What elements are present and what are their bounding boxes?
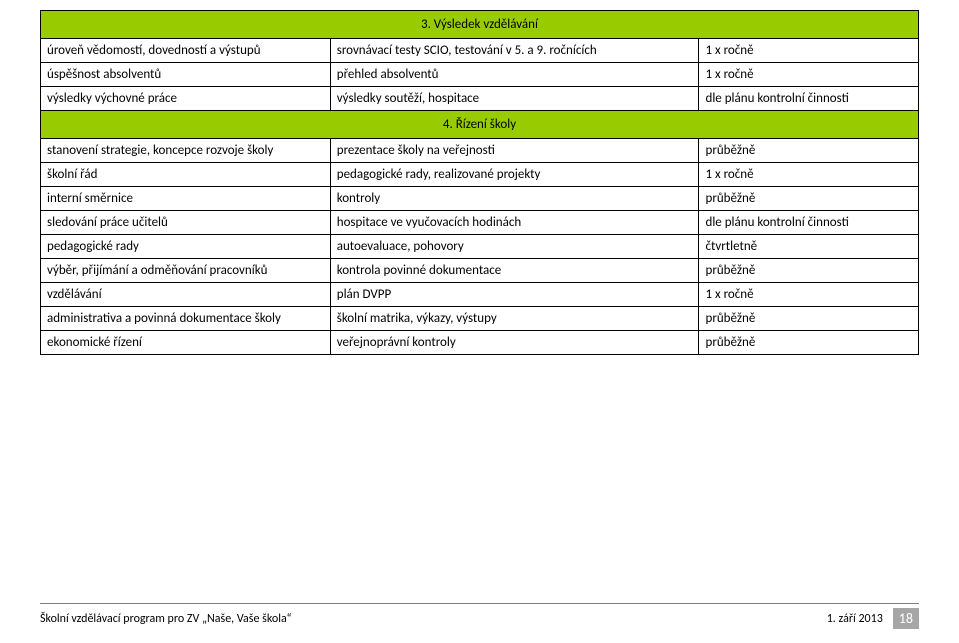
table-row: vzděláváníplán DVPP1 x ročně	[41, 283, 919, 307]
table-row: sledování práce učitelůhospitace ve vyuč…	[41, 211, 919, 235]
table-cell: školní řád	[41, 163, 331, 187]
table-row: úroveň vědomostí, dovedností a výstupůsr…	[41, 39, 919, 63]
table-row: stanovení strategie, koncepce rozvoje šk…	[41, 139, 919, 163]
table-row: administrativa a povinná dokumentace ško…	[41, 307, 919, 331]
table-cell: hospitace ve vyučovacích hodinách	[330, 211, 699, 235]
table-row: výsledky výchovné prácevýsledky soutěží,…	[41, 87, 919, 111]
section-header-cell: 3. Výsledek vzdělávání	[41, 11, 919, 39]
table-cell: průběžně	[699, 187, 919, 211]
table-cell: pedagogické rady	[41, 235, 331, 259]
table-cell: sledování práce učitelů	[41, 211, 331, 235]
table-cell: vzdělávání	[41, 283, 331, 307]
table-cell: 1 x ročně	[699, 163, 919, 187]
footer-right: 1. září 2013 18	[827, 608, 919, 629]
table-cell: ekonomické řízení	[41, 331, 331, 355]
footer-date: 1. září 2013	[827, 612, 883, 626]
table-row: školní řádpedagogické rady, realizované …	[41, 163, 919, 187]
table-cell: výsledky soutěží, hospitace	[330, 87, 699, 111]
footer-left-text: Školní vzdělávací program pro ZV „Naše, …	[40, 612, 292, 626]
table-cell: srovnávací testy SCIO, testování v 5. a …	[330, 39, 699, 63]
table-cell: 1 x ročně	[699, 63, 919, 87]
table-cell: stanovení strategie, koncepce rozvoje šk…	[41, 139, 331, 163]
table-cell: průběžně	[699, 139, 919, 163]
table-row: výběr, přijímání a odměňování pracovníků…	[41, 259, 919, 283]
table-cell: přehled absolventů	[330, 63, 699, 87]
table-cell: 1 x ročně	[699, 39, 919, 63]
table-cell: autoevaluace, pohovory	[330, 235, 699, 259]
table-cell: průběžně	[699, 259, 919, 283]
table-row: ekonomické řízeníveřejnoprávní kontrolyp…	[41, 331, 919, 355]
table-cell: dle plánu kontrolní činnosti	[699, 87, 919, 111]
table-cell: úspěšnost absolventů	[41, 63, 331, 87]
table-cell: školní matrika, výkazy, výstupy	[330, 307, 699, 331]
section-header-row: 4. Řízení školy	[41, 111, 919, 139]
table-cell: administrativa a povinná dokumentace ško…	[41, 307, 331, 331]
table-cell: čtvrtletně	[699, 235, 919, 259]
page-number-box: 18	[893, 608, 919, 629]
table-row: interní směrnicekontrolyprůběžně	[41, 187, 919, 211]
page-footer: Školní vzdělávací program pro ZV „Naše, …	[40, 603, 919, 629]
table-cell: úroveň vědomostí, dovedností a výstupů	[41, 39, 331, 63]
table-cell: průběžně	[699, 307, 919, 331]
section-header-row: 3. Výsledek vzdělávání	[41, 11, 919, 39]
table-cell: 1 x ročně	[699, 283, 919, 307]
table-row: úspěšnost absolventůpřehled absolventů1 …	[41, 63, 919, 87]
table-cell: plán DVPP	[330, 283, 699, 307]
evaluation-table: 3. Výsledek vzděláváníúroveň vědomostí, …	[40, 10, 919, 355]
table-cell: veřejnoprávní kontroly	[330, 331, 699, 355]
table-cell: výsledky výchovné práce	[41, 87, 331, 111]
table-cell: průběžně	[699, 331, 919, 355]
table-cell: pedagogické rady, realizované projekty	[330, 163, 699, 187]
table-cell: interní směrnice	[41, 187, 331, 211]
table-cell: výběr, přijímání a odměňování pracovníků	[41, 259, 331, 283]
section-header-cell: 4. Řízení školy	[41, 111, 919, 139]
table-cell: dle plánu kontrolní činnosti	[699, 211, 919, 235]
table-row: pedagogické radyautoevaluace, pohovoryčt…	[41, 235, 919, 259]
table-cell: kontrola povinné dokumentace	[330, 259, 699, 283]
table-cell: kontroly	[330, 187, 699, 211]
table-cell: prezentace školy na veřejnosti	[330, 139, 699, 163]
